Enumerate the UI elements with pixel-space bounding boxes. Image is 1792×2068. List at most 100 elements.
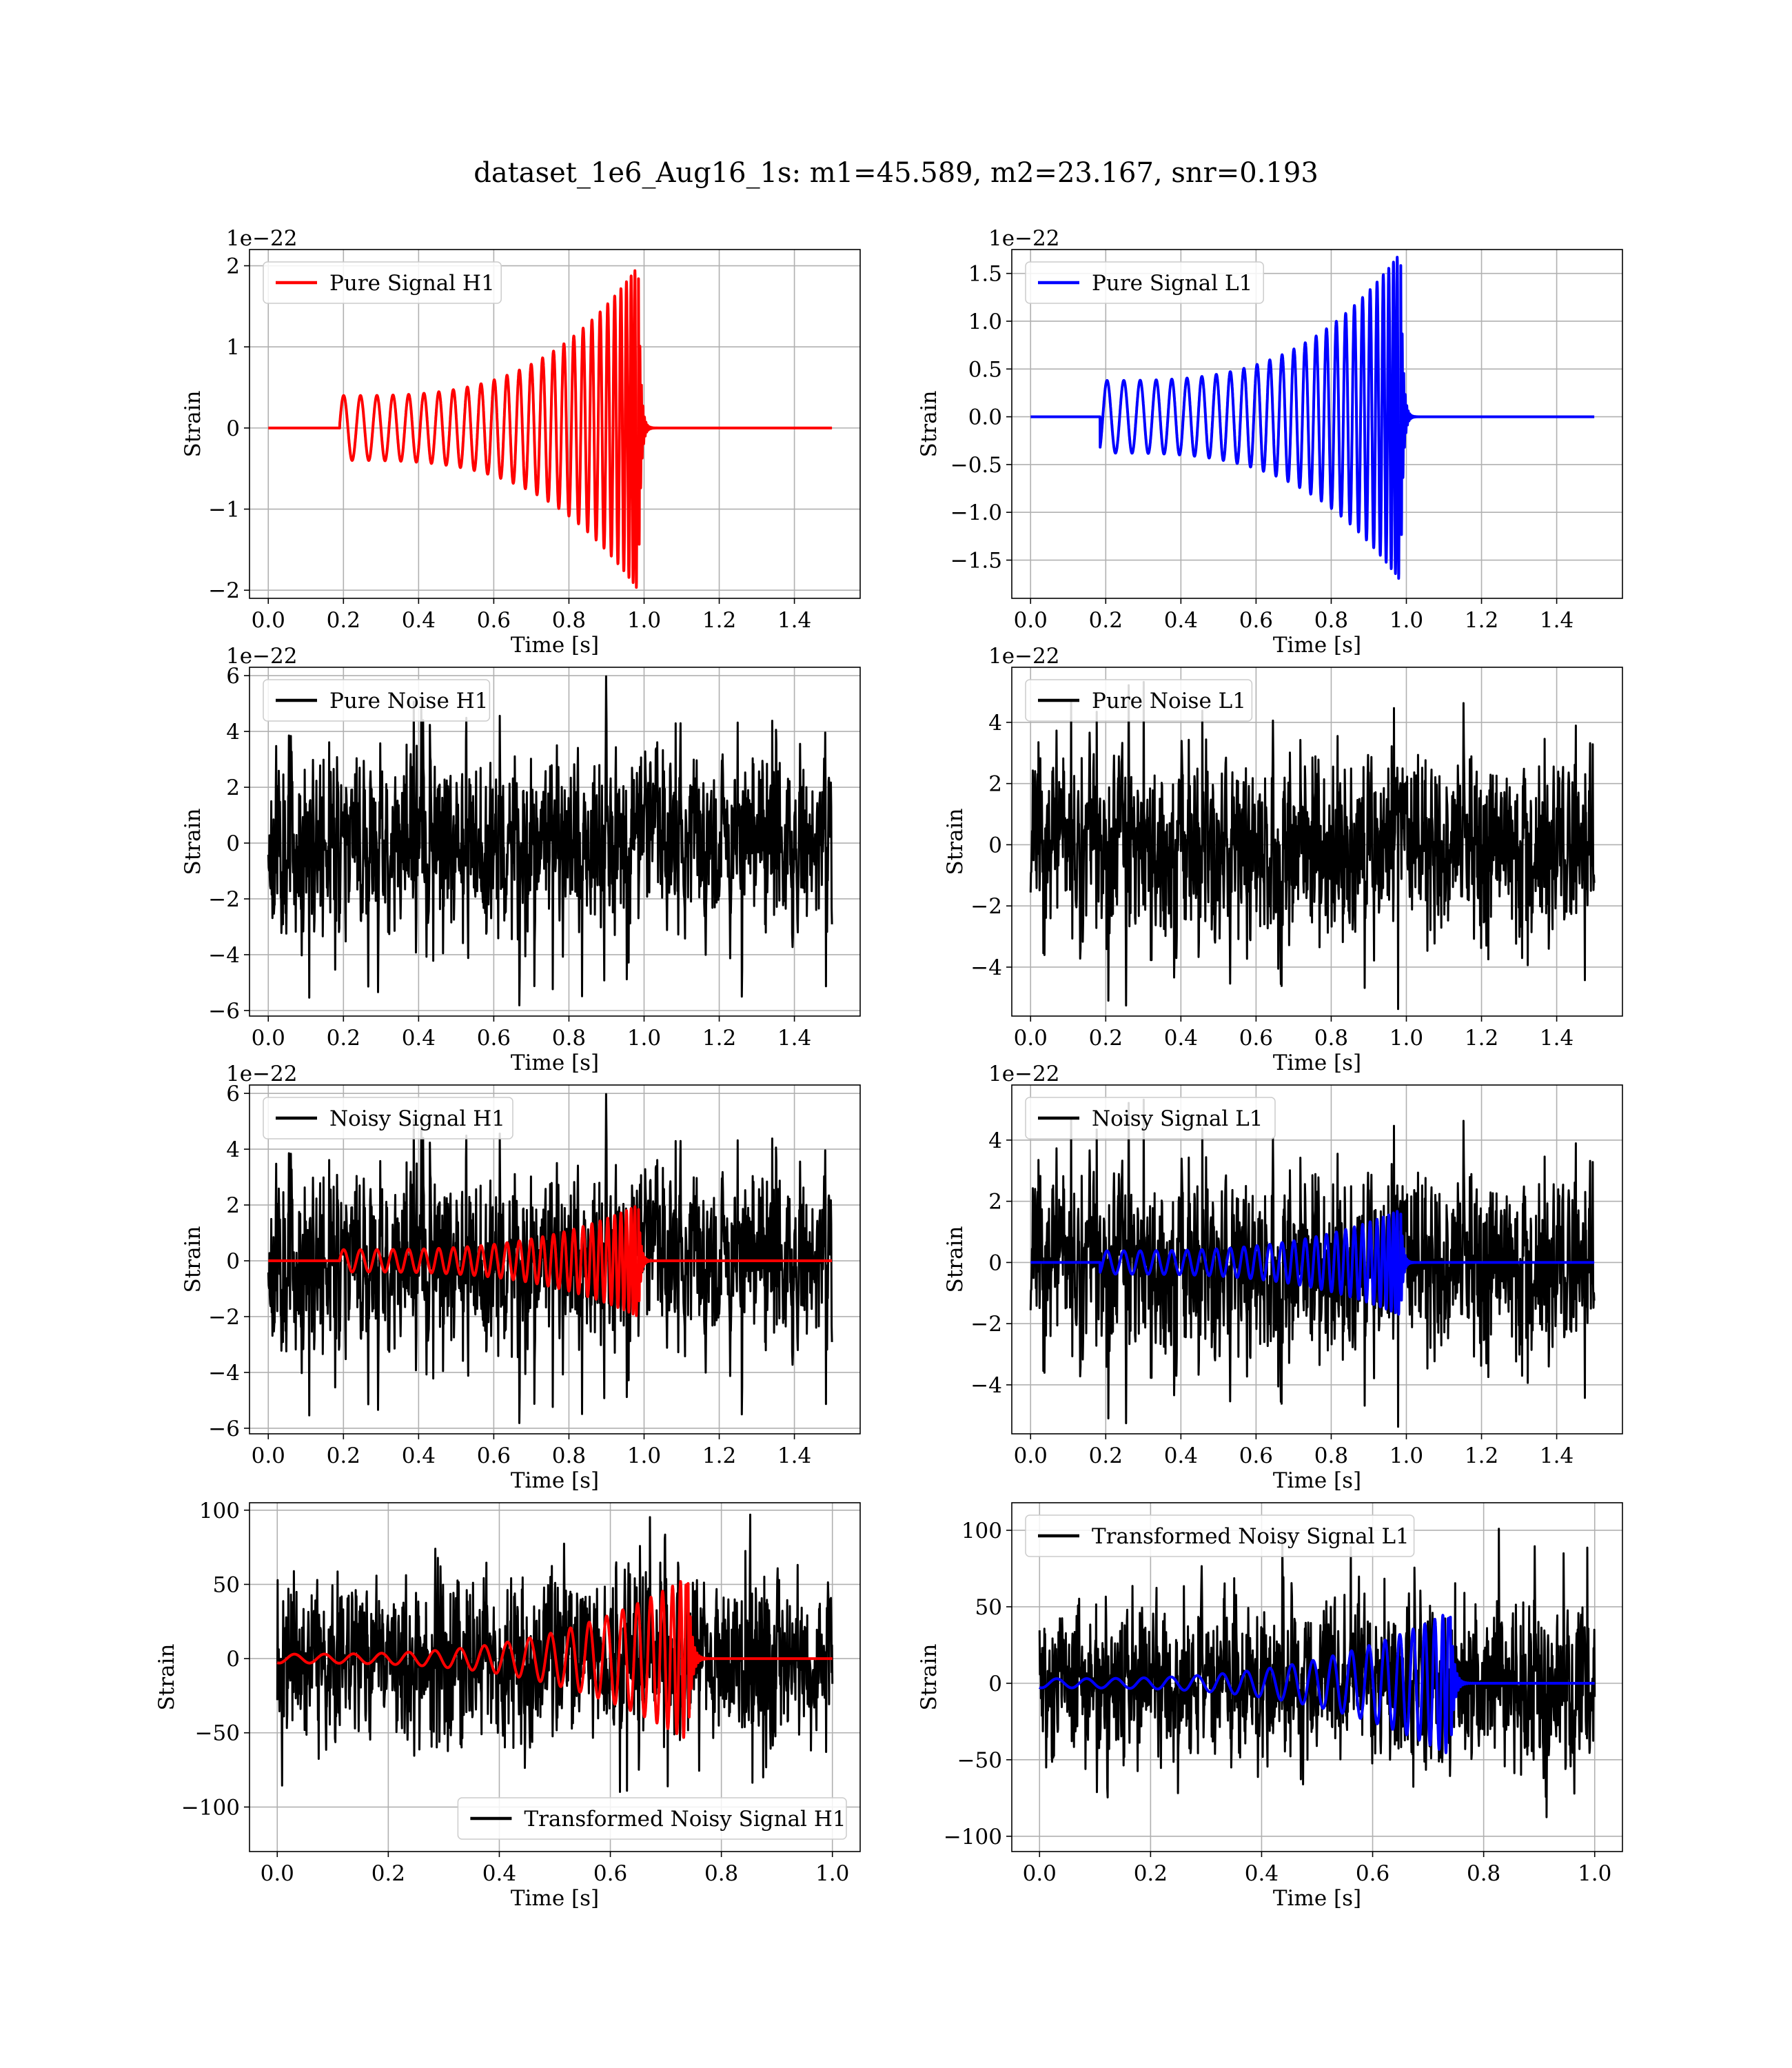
panel-5: 0.0 0.2 0.4 0.6 0.8 1.0 1.2 1.4 −6 −4 −2 0 2 4 6 Time [… — [181, 1062, 861, 1493]
y-tick-label: 50 — [975, 1595, 1002, 1620]
x-tick-label: 0.4 — [1164, 1443, 1198, 1468]
series-line-1 — [276, 1513, 834, 1793]
x-tick-label: 0.2 — [327, 608, 360, 633]
y-tick-label: 2 — [226, 776, 240, 800]
y-tick-label: 4 — [988, 711, 1002, 736]
legend: Pure Noise L1 — [1025, 679, 1253, 722]
offset-text: 1e−22 — [988, 1062, 1060, 1086]
offset-text: 1e−22 — [226, 1062, 298, 1086]
y-tick-label: 2 — [988, 1190, 1002, 1215]
series-line-1 — [1029, 680, 1596, 1011]
axes-frame — [249, 1084, 861, 1435]
x-tick-label: 0.6 — [477, 608, 511, 633]
legend: Pure Signal L1 — [1025, 261, 1264, 304]
y-tick-label: 50 — [213, 1572, 240, 1597]
y-tick-label: −50 — [957, 1748, 1002, 1773]
x-axis-label: Time [s] — [1273, 1886, 1361, 1911]
legend-label: Noisy Signal L1 — [1092, 1106, 1263, 1131]
panel-7: 0.0 0.2 0.4 0.6 0.8 1.0 −100 −50 0 50 100 Time [s] S… — [154, 1499, 861, 1911]
x-tick-label: 0.6 — [1356, 1861, 1389, 1886]
y-tick-label: −1 — [208, 498, 240, 523]
x-tick-label: 0.8 — [552, 608, 586, 633]
x-tick-label: 0.2 — [327, 1026, 360, 1051]
series-line-1 — [267, 269, 833, 589]
panel-8: 0.0 0.2 0.4 0.6 0.8 1.0 −100 −50 0 50 100 Time [s] S… — [917, 1502, 1623, 1911]
x-tick-label: 0.6 — [1239, 1026, 1273, 1051]
x-tick-label: 0.4 — [402, 1443, 436, 1468]
y-tick-label: −2 — [208, 887, 240, 912]
legend-label: Transformed Noisy Signal L1 — [1092, 1524, 1409, 1549]
axes-frame — [1011, 249, 1623, 599]
y-tick-label: 1.5 — [968, 262, 1002, 287]
panel-6: 0.0 0.2 0.4 0.6 0.8 1.0 1.2 1.4 −4 −2 0 2 4 Time [s] S… — [943, 1062, 1623, 1493]
y-tick-label: 0 — [988, 1250, 1002, 1275]
x-axis-label: Time [s] — [511, 1468, 599, 1493]
x-tick-label: 1.4 — [1540, 1026, 1574, 1051]
x-tick-label: 1.0 — [815, 1861, 849, 1886]
axes-frame — [1011, 1502, 1623, 1852]
panel-1: 0.0 0.2 0.4 0.6 0.8 1.0 1.2 1.4 −2 −1 0 1 2 Time [s] S… — [181, 226, 861, 658]
x-tick-label: 0.2 — [1089, 608, 1123, 633]
y-tick-label: 0 — [988, 1672, 1002, 1696]
x-tick-label: 0.6 — [477, 1443, 511, 1468]
y-axis-label: Strain — [181, 1226, 205, 1293]
y-tick-label: −1.5 — [950, 549, 1002, 574]
x-tick-label: 1.2 — [702, 1443, 736, 1468]
y-tick-label: 0 — [226, 416, 240, 441]
x-tick-label: 1.4 — [777, 1026, 811, 1051]
series-line-2 — [267, 1205, 833, 1317]
x-tick-label: 0.8 — [552, 1026, 586, 1051]
x-tick-label: 0.6 — [1239, 608, 1273, 633]
x-tick-label: 0.4 — [482, 1861, 516, 1886]
x-axis-label: Time [s] — [1273, 1051, 1361, 1075]
x-tick-label: 0.8 — [1314, 1443, 1348, 1468]
y-tick-label: 0.0 — [968, 405, 1002, 430]
y-tick-label: −4 — [970, 1373, 1002, 1398]
x-tick-label: 1.2 — [702, 608, 736, 633]
series-line-1 — [1029, 1098, 1596, 1428]
x-axis-label: Time [s] — [511, 1051, 599, 1075]
x-tick-label: 1.0 — [627, 608, 661, 633]
legend: Transformed Noisy Signal H1 — [457, 1797, 847, 1840]
x-tick-label: 0.0 — [261, 1861, 294, 1886]
x-tick-label: 1.2 — [1465, 1026, 1498, 1051]
series-line-2 — [276, 1580, 834, 1739]
y-tick-label: −4 — [970, 955, 1002, 980]
x-tick-label: 1.2 — [1465, 1443, 1498, 1468]
x-tick-label: 0.8 — [1314, 608, 1348, 633]
series-line-2 — [1029, 1210, 1596, 1316]
y-axis-label: Strain — [181, 391, 205, 458]
legend-label: Pure Noise H1 — [329, 689, 488, 713]
x-tick-label: 1.2 — [1465, 608, 1498, 633]
x-tick-label: 1.0 — [1389, 1026, 1423, 1051]
series-line-1 — [267, 675, 833, 1006]
axes-frame — [249, 667, 861, 1017]
series-line-1 — [267, 1093, 833, 1424]
x-tick-label: 1.4 — [777, 608, 811, 633]
legend: Transformed Noisy Signal L1 — [1025, 1514, 1415, 1557]
x-tick-label: 0.4 — [1164, 1026, 1198, 1051]
y-tick-label: 1 — [226, 335, 240, 360]
y-tick-label: 2 — [988, 772, 1002, 797]
x-tick-label: 1.4 — [777, 1443, 811, 1468]
x-tick-label: 0.2 — [1134, 1861, 1168, 1886]
x-tick-label: 0.2 — [327, 1443, 360, 1468]
y-tick-label: 6 — [226, 664, 240, 689]
x-tick-label: 0.2 — [371, 1861, 405, 1886]
legend-label: Transformed Noisy Signal H1 — [524, 1807, 846, 1832]
y-tick-label: −2 — [208, 1305, 240, 1330]
x-tick-label: 0.8 — [1467, 1861, 1500, 1886]
x-tick-label: 1.4 — [1540, 1443, 1574, 1468]
panel-4: 0.0 0.2 0.4 0.6 0.8 1.0 1.2 1.4 −4 −2 0 2 4 Time [s] S… — [943, 644, 1623, 1075]
x-tick-label: 1.4 — [1540, 608, 1574, 633]
x-tick-label: 0.2 — [1089, 1026, 1123, 1051]
y-tick-label: 100 — [199, 1499, 240, 1523]
x-tick-label: 0.6 — [1239, 1443, 1273, 1468]
x-tick-label: 0.4 — [1164, 608, 1198, 633]
y-axis-label: Strain — [943, 809, 968, 875]
axes-frame — [1011, 667, 1623, 1017]
offset-text: 1e−22 — [988, 644, 1060, 669]
x-tick-label: 0.0 — [252, 608, 285, 633]
x-tick-label: 0.0 — [1014, 1443, 1048, 1468]
